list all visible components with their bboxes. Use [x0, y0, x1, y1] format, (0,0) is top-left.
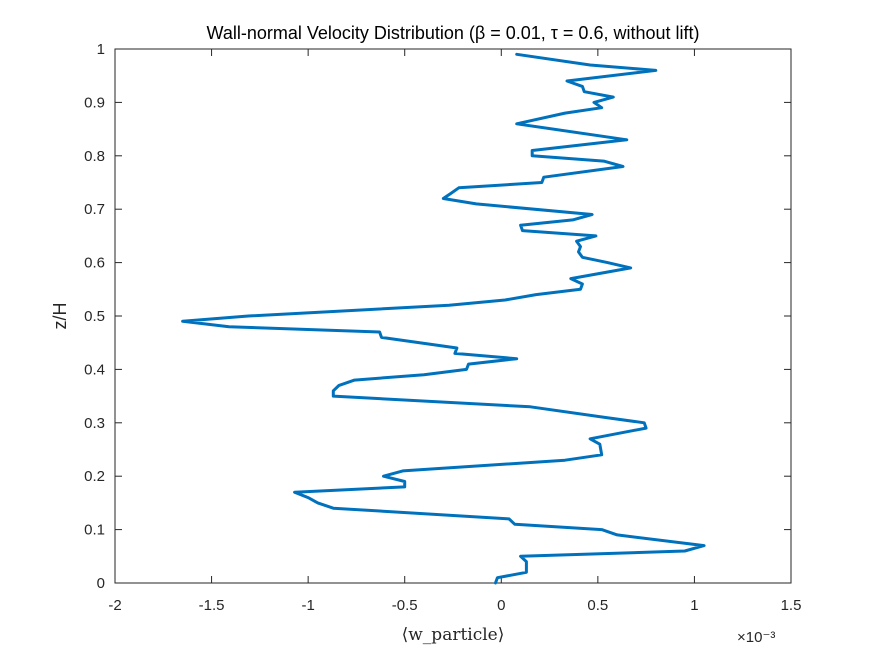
- y-tick-label: 0: [97, 575, 105, 592]
- x-tick-label: -1.5: [199, 597, 225, 614]
- y-axis-label: z/H: [50, 303, 70, 330]
- y-tick-label: 0.2: [84, 468, 105, 485]
- y-tick-label: 0.1: [84, 522, 105, 539]
- y-tick-label: 0.3: [84, 415, 105, 432]
- x-tick-label: -0.5: [392, 597, 418, 614]
- x-tick-label: 1.5: [781, 597, 802, 614]
- series-line: [181, 52, 706, 585]
- x-tick-label: -1: [301, 597, 314, 614]
- x-tick-label: -2: [108, 597, 121, 614]
- x-axis: -2 -1.5 -1 -0.5 0 0.5 1 1.5: [108, 49, 801, 614]
- x-tick-label: 1: [690, 597, 698, 614]
- plot-area: [114, 48, 792, 584]
- x-axis-multiplier: ×10⁻³: [737, 629, 775, 646]
- y-tick-label: 0.9: [84, 94, 105, 111]
- x-tick-label: 0: [497, 597, 505, 614]
- chart-title: Wall-normal Velocity Distribution (β = 0…: [207, 23, 700, 43]
- x-tick-label: 0.5: [587, 597, 608, 614]
- y-axis: 0 0.1 0.2 0.3 0.4 0.5 0.6 0.7 0.8 0.9 1: [84, 41, 791, 592]
- y-tick-label: 1: [97, 41, 105, 58]
- y-tick-label: 0.7: [84, 201, 105, 218]
- y-tick-label: 0.4: [84, 361, 105, 378]
- y-tick-label: 0.6: [84, 255, 105, 272]
- y-tick-label: 0.5: [84, 308, 105, 325]
- x-axis-label: ⟨w_particle⟩: [402, 625, 505, 645]
- y-tick-label: 0.8: [84, 148, 105, 165]
